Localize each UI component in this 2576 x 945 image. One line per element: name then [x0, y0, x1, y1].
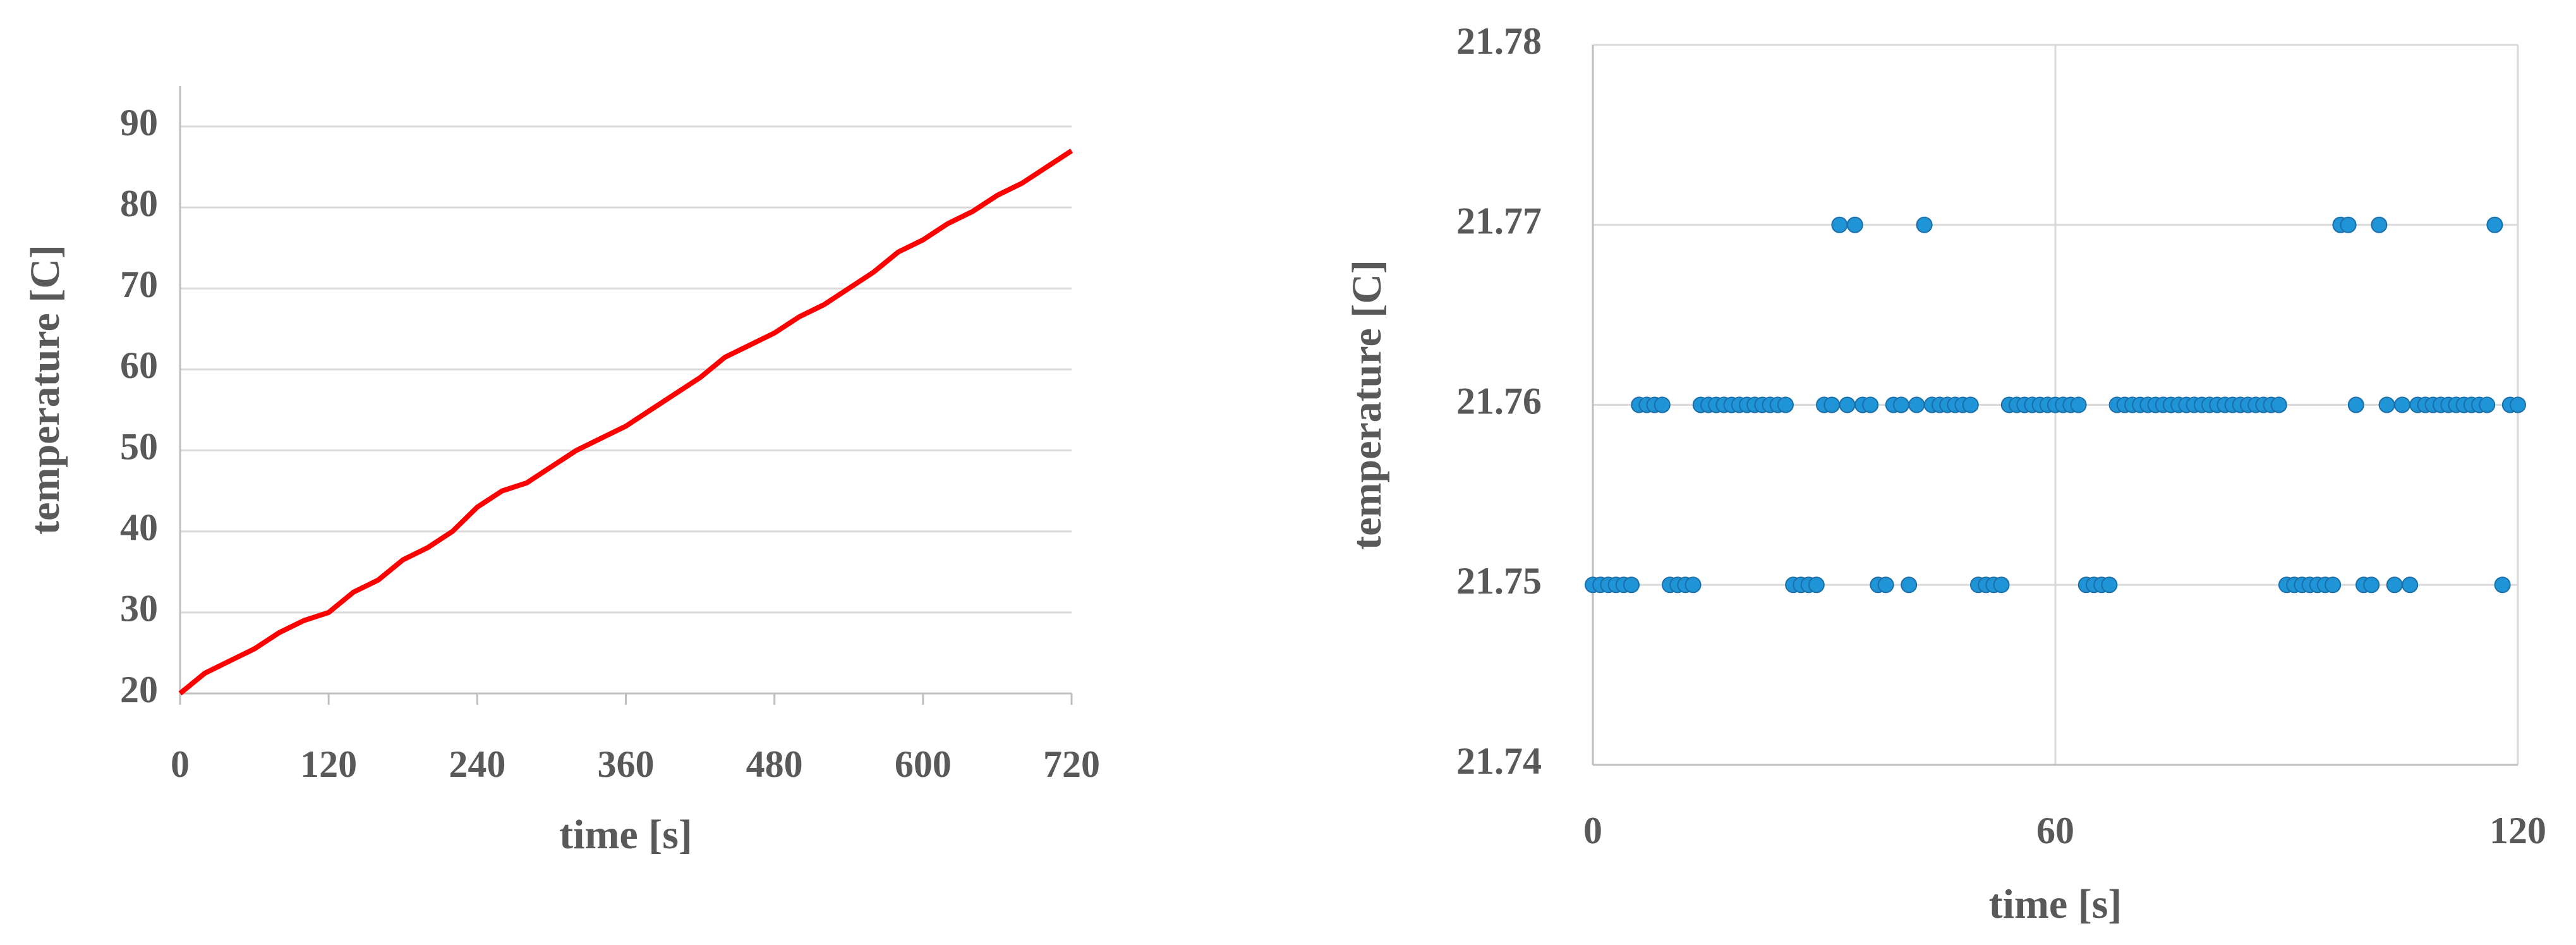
y-tick-label: 30: [120, 588, 158, 630]
data-point: [2394, 396, 2410, 413]
data-point: [2371, 216, 2388, 233]
x-axis-title: time [s]: [1989, 881, 2122, 927]
data-point: [2340, 216, 2357, 233]
data-point: [2479, 396, 2496, 413]
data-point: [2402, 576, 2419, 594]
data-point: [1684, 576, 1702, 594]
data-point: [2510, 396, 2526, 413]
data-point: [2363, 576, 2380, 594]
data-point: [1831, 216, 1848, 233]
y-tick-label: 21.75: [1456, 560, 1542, 602]
x-tick-label: 360: [598, 743, 655, 785]
x-tick-label: 120: [300, 743, 357, 785]
data-point: [1623, 576, 1640, 594]
x-tick-label: 60: [2036, 810, 2074, 851]
y-tick-label: 90: [120, 102, 158, 143]
y-tick-label: 50: [120, 425, 158, 467]
data-point: [2270, 396, 2287, 413]
y-tick-label: 20: [120, 669, 158, 710]
y-axis-title: temperature [C]: [22, 245, 68, 535]
y-tick-label: 60: [120, 344, 158, 386]
data-point: [1823, 396, 1841, 413]
data-point: [1993, 576, 2010, 594]
x-tick-label: 720: [1043, 743, 1100, 785]
data-point: [1654, 396, 1671, 413]
x-tick-label: 240: [449, 743, 505, 785]
data-point: [1808, 576, 1825, 594]
data-point: [1862, 396, 1879, 413]
data-point: [2070, 396, 2087, 413]
x-tick-label: 0: [1583, 810, 1602, 851]
x-tick-label: 0: [171, 743, 190, 785]
data-point: [1901, 576, 1918, 594]
data-point: [1777, 396, 1794, 413]
data-point: [1916, 216, 1933, 233]
y-tick-label: 40: [120, 506, 158, 548]
y-tick-label: 21.74: [1456, 740, 1542, 782]
y-axis-title: temperature [C]: [1344, 260, 1390, 550]
data-point: [2486, 216, 2503, 233]
y-tick-label: 80: [120, 183, 158, 224]
chart: 21.74 21.75 21.76 21.77 21.78 0 60 120 time [s] t…: [1344, 20, 2546, 927]
data-point: [2386, 576, 2403, 594]
y-tick-label: 21.77: [1456, 200, 1542, 242]
y-tick-label: 70: [120, 264, 158, 305]
data-point: [2494, 576, 2511, 594]
chart: 20 30 40 50 60 70 80 90 0 120 240 360 480 600 720 time …: [22, 86, 1100, 858]
data-line: [178, 149, 1073, 696]
data-point: [1846, 216, 1863, 233]
data-point: [2325, 576, 2342, 594]
data-point: [2101, 576, 2118, 594]
x-tick-label: 120: [2489, 810, 2546, 851]
x-tick-label: 480: [746, 743, 803, 785]
x-axis-title: time [s]: [559, 812, 692, 858]
data-point: [2347, 396, 2364, 413]
x-tick-label: 600: [895, 743, 952, 785]
data-point: [1839, 396, 1856, 413]
data-point: [1962, 396, 1979, 413]
y-tick-label: 21.78: [1456, 20, 1542, 62]
data-point: [1908, 396, 1925, 413]
data-point: [1877, 576, 1894, 594]
y-tick-label: 21.76: [1456, 380, 1542, 422]
data-point: [2378, 396, 2395, 413]
data-point: [1893, 396, 1909, 413]
